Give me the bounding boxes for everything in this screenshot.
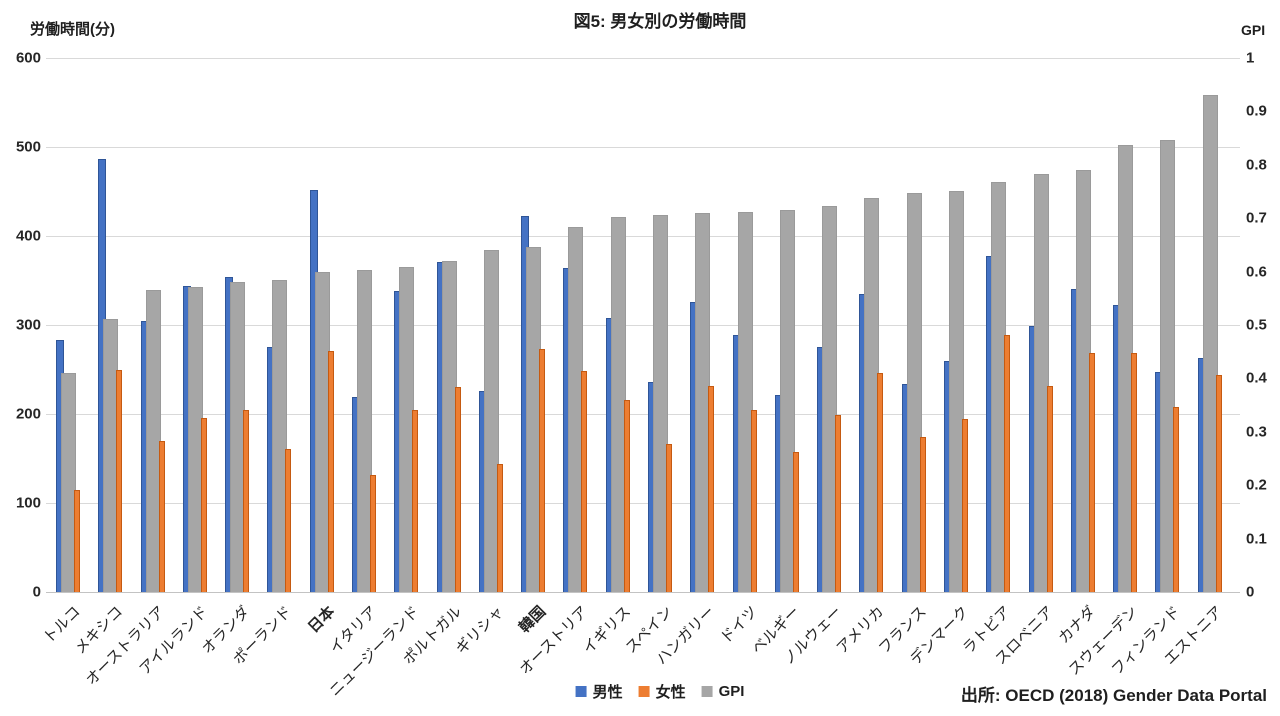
bar-gpi	[1033, 173, 1049, 592]
legend-item: 女性	[638, 681, 686, 702]
gridline	[46, 503, 1240, 504]
bar-female	[962, 419, 968, 592]
bar-female	[792, 452, 799, 592]
bar-female	[116, 369, 123, 592]
legend-swatch	[575, 686, 587, 697]
gridline	[46, 325, 1240, 326]
bar-female	[370, 474, 376, 592]
bar-gpi	[483, 250, 499, 592]
bar-female	[877, 373, 884, 592]
y-axis-label-right: 1	[1246, 49, 1255, 67]
y-axis-label-left: 0	[32, 583, 41, 601]
legend-item: 男性	[575, 681, 623, 702]
bar-gpi	[61, 373, 76, 592]
bar-female	[200, 417, 207, 592]
bar-female	[496, 463, 503, 592]
chart-title: 図5: 男女別の労働時間	[573, 12, 747, 31]
gridline	[46, 236, 1240, 237]
bar-female	[919, 437, 926, 592]
bar-female	[750, 409, 757, 592]
y-axis-label-left: 300	[15, 316, 41, 334]
gridline	[46, 147, 1240, 148]
bar-gpi	[779, 209, 795, 592]
bar-female	[835, 414, 842, 592]
bar-female	[623, 399, 630, 592]
bar-gpi	[737, 212, 753, 592]
legend-label: GPI	[718, 683, 745, 700]
x-axis-label: 日本	[304, 603, 338, 637]
bar-gpi	[906, 192, 922, 592]
bar-gpi	[1202, 95, 1218, 592]
y-axis-label-left: 400	[15, 227, 41, 245]
gridline	[46, 414, 1240, 415]
source-note: 出所: OECD (2018) Gender Data Portal	[960, 686, 1267, 705]
y-axis-label-right: 0.5	[1246, 316, 1267, 334]
y-axis-label-left: 200	[15, 405, 41, 423]
bar-female	[1046, 385, 1053, 592]
bar-female	[539, 349, 546, 592]
y-axis-label-right: 0.4	[1246, 369, 1267, 387]
bar-female	[285, 448, 292, 592]
bar-female	[1004, 334, 1011, 592]
y-axis-label-right: 0.7	[1246, 209, 1267, 227]
y-axis-label-left: 500	[15, 138, 41, 156]
y-axis-label-right: 0.3	[1246, 423, 1267, 441]
y-axis-label-right: 0.1	[1246, 530, 1267, 548]
legend: 男性 女性 GPI	[575, 681, 745, 702]
y-axis-label-right: 0.9	[1246, 102, 1267, 120]
bar-gpi	[653, 214, 668, 592]
legend-label: 男性	[592, 684, 623, 701]
bar-female	[243, 410, 250, 592]
y-axis-label-left: 600	[15, 49, 41, 67]
right-axis-title: GPI	[1241, 22, 1266, 38]
bar-gpi	[357, 269, 372, 592]
legend-swatch	[638, 686, 650, 697]
bar-female	[74, 489, 80, 592]
gridline	[46, 58, 1240, 59]
left-axis-title: 労働時間(分)	[30, 21, 115, 38]
x-axis-line	[46, 592, 1240, 593]
bar-female	[708, 386, 715, 592]
bar-female	[454, 387, 461, 592]
y-axis-label-right: 0	[1246, 583, 1255, 601]
y-axis-label-right: 0.8	[1246, 156, 1267, 174]
legend-label: 女性	[655, 684, 686, 701]
y-axis-label-left: 100	[15, 494, 41, 512]
bar-female	[1131, 353, 1138, 592]
bar-gpi	[272, 279, 288, 592]
y-axis-label-right: 0.2	[1246, 476, 1267, 494]
y-axis-label-right: 0.6	[1246, 263, 1267, 281]
legend-item: GPI	[701, 683, 745, 700]
bar-female	[666, 444, 672, 592]
bar-female	[412, 409, 419, 592]
bar-female	[327, 350, 334, 592]
bar-female	[1215, 374, 1222, 592]
legend-swatch	[701, 686, 713, 697]
bar-gpi	[949, 190, 964, 592]
bar-female	[1173, 406, 1180, 592]
bar-gpi	[1160, 139, 1176, 592]
x-axis-label: 韓国	[516, 603, 550, 637]
bar-female	[158, 440, 165, 592]
bar-gpi	[822, 206, 838, 592]
bar-female	[581, 371, 588, 592]
bar-female	[1088, 353, 1095, 592]
